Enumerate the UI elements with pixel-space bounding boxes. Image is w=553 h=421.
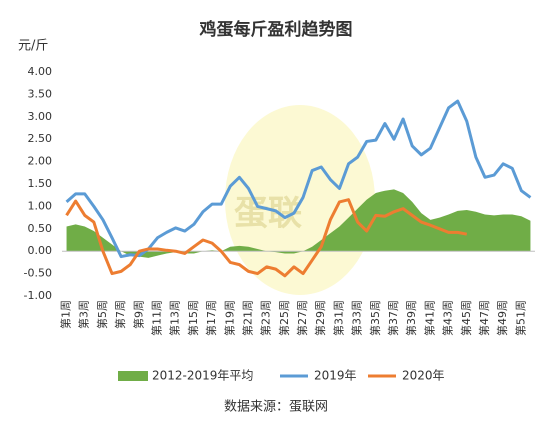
x-tick-label: 第27周 (295, 300, 309, 336)
x-tick-label: 第3周 (77, 300, 91, 329)
x-tick-label: 第17周 (204, 300, 218, 336)
x-tick-label: 第45周 (459, 300, 473, 336)
y-tick-label: 3.00 (28, 110, 53, 123)
y-tick-label: 2.00 (28, 155, 53, 168)
y-tick-label: 1.00 (28, 199, 53, 212)
y-tick-label: -0.50 (24, 267, 52, 280)
x-tick-label: 第29周 (313, 300, 327, 336)
x-tick-label: 第1周 (59, 300, 73, 329)
y-tick-label: 3.50 (28, 87, 53, 100)
legend-label: 2019年 (314, 369, 357, 383)
y-tick-label: 0.00 (28, 244, 53, 257)
legend-swatch (118, 371, 148, 381)
x-tick-label: 第33周 (350, 300, 364, 336)
x-tick-label: 第11周 (150, 300, 164, 336)
chart-title: 鸡蛋每斤盈利趋势图 (199, 19, 353, 40)
x-tick-label: 第51周 (513, 300, 527, 336)
x-tick-label: 第9周 (131, 300, 145, 329)
x-tick-label: 第41周 (422, 300, 436, 336)
x-tick-label: 第7周 (113, 300, 127, 329)
x-tick-label: 第47周 (477, 300, 491, 336)
legend-label: 2012-2019年平均 (152, 369, 253, 383)
x-tick-label: 第5周 (95, 300, 109, 329)
legend-label: 2020年 (402, 369, 445, 383)
y-tick-label: -1.00 (24, 289, 52, 302)
y-tick-label: 1.50 (28, 177, 53, 190)
y-axis-label: 元/斤 (18, 39, 48, 54)
y-tick-label: 2.50 (28, 132, 53, 145)
source: 数据来源：蛋联网 (224, 400, 328, 415)
x-tick-label: 第37周 (386, 300, 400, 336)
x-tick-label: 第31周 (331, 300, 345, 336)
x-tick-label: 第49周 (495, 300, 509, 336)
x-tick-label: 第43周 (441, 300, 455, 336)
x-tick-label: 第21周 (240, 300, 254, 336)
x-tick-label: 第19周 (222, 300, 236, 336)
x-tick-label: 第39周 (404, 300, 418, 336)
line (65, 99, 532, 259)
x-tick-label: 第35周 (368, 300, 382, 336)
area (66, 189, 531, 258)
y-tick-label: 4.00 (28, 65, 53, 78)
y-tick-label: 0.50 (28, 222, 53, 235)
x-tick-label: 第13周 (168, 300, 182, 336)
line (65, 198, 468, 278)
x-tick-label: 第23周 (259, 300, 273, 336)
x-tick-label: 第15周 (186, 300, 200, 336)
x-tick-label: 第25周 (277, 300, 291, 336)
